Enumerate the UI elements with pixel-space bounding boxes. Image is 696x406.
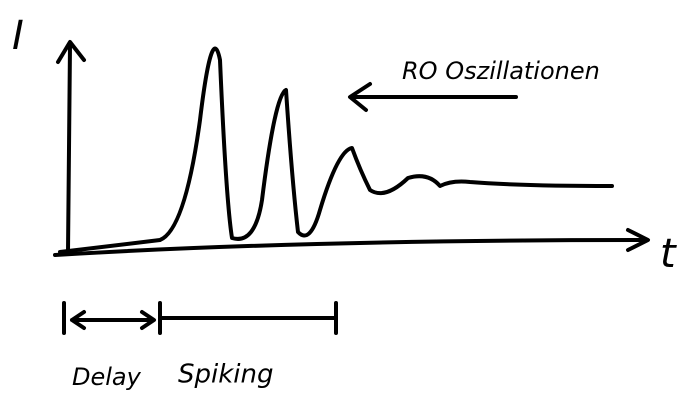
annotation-arrow [350, 84, 516, 110]
annotation-label: RO Oszillationen [402, 57, 600, 85]
spiking-marker [160, 303, 336, 333]
x-axis-label: t [660, 231, 677, 277]
y-axis [58, 42, 84, 252]
interval-label: Spiking [178, 360, 274, 390]
delay-marker [64, 303, 154, 333]
y-axis-label: I [12, 13, 24, 59]
diagram: I t RO Oszillationen Delay Spiking [0, 0, 696, 406]
interval-label: Delay [72, 363, 142, 391]
